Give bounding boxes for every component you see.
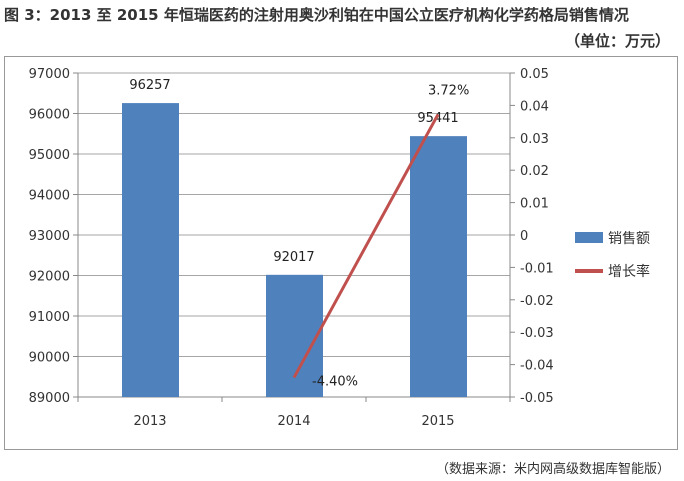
right-tick-label: 0.05: [520, 67, 549, 82]
left-tick-label: 96000: [29, 108, 70, 123]
chart-frame: [4, 56, 678, 450]
right-tick-label: 0.01: [520, 197, 549, 212]
left-tick-label: 90000: [29, 351, 70, 366]
x-tick-label: 2014: [277, 414, 310, 429]
right-tick-label: 0.02: [520, 164, 549, 179]
line-label: 3.72%: [428, 83, 469, 98]
right-tick-label: 0: [520, 229, 528, 244]
unit-label: （单位：万元）: [564, 32, 670, 50]
right-tick-label: -0.01: [520, 261, 554, 276]
bar-2015: [410, 136, 467, 397]
bar-label: 92017: [273, 250, 314, 265]
left-tick-label: 94000: [29, 189, 70, 204]
growth-line: [292, 113, 440, 379]
right-tick-label: 0.03: [520, 132, 549, 147]
x-tick-label: 2013: [133, 414, 166, 429]
right-tick-label: -0.04: [520, 359, 554, 374]
left-tick-label: 92000: [29, 270, 70, 285]
left-tick-label: 95000: [29, 148, 70, 163]
left-tick-label: 97000: [29, 67, 70, 82]
left-tick-label: 91000: [29, 310, 70, 325]
bar-2013: [122, 103, 179, 398]
legend-bar-label: 销售额: [608, 231, 650, 247]
source-note: （数据来源：米内网高级数据库智能版）: [435, 462, 670, 477]
right-tick-label: -0.05: [520, 391, 554, 406]
line-label: -4.40%: [312, 375, 358, 390]
left-tick-label: 89000: [29, 391, 70, 406]
chart-title: 图 3：2013 至 2015 年恒瑞医药的注射用奥沙利铂在中国公立医疗机构化学…: [4, 6, 629, 24]
legend-bar-swatch: [575, 232, 603, 243]
right-tick-label: -0.03: [520, 326, 554, 341]
x-tick-label: 2015: [421, 414, 454, 429]
legend-line-label: 增长率: [608, 263, 650, 280]
right-tick-label: 0.04: [520, 99, 549, 114]
right-tick-label: -0.02: [520, 294, 554, 309]
bar-label: 95441: [417, 111, 458, 126]
left-tick-label: 93000: [29, 229, 70, 244]
bar-label: 96257: [129, 78, 170, 93]
